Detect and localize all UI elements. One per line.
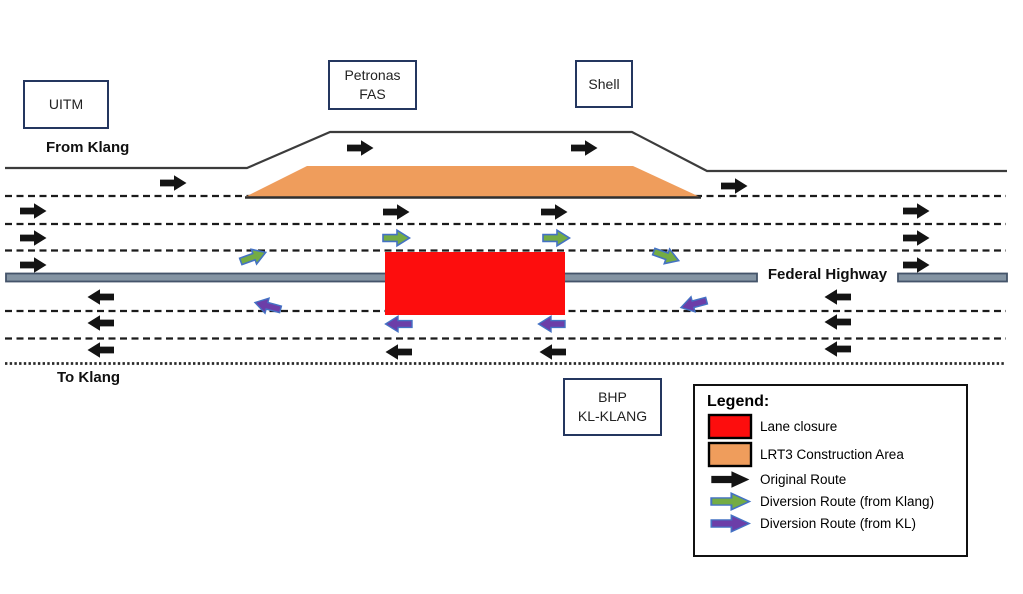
legend-item-diversion-kl: Diversion Route (from KL): [707, 513, 958, 534]
landmark-box-petronas-fas: Petronas FAS: [328, 60, 417, 110]
federal-highway-label: Federal Highway: [767, 266, 888, 283]
original-route-arrow: [347, 140, 374, 156]
purple-arrow-icon: [707, 513, 755, 534]
original-route-arrow: [903, 230, 930, 246]
lane-closure-swatch-icon: [707, 413, 755, 440]
landmark-label: Shell: [588, 75, 620, 92]
diversion-klang-arrow: [542, 229, 571, 247]
road-edge-top: [5, 130, 1007, 173]
original-route-arrow: [20, 230, 47, 246]
landmark-box-uitm: UITM: [23, 80, 109, 129]
original-route-arrow: [87, 342, 114, 358]
legend-item-label: Diversion Route (from Klang): [760, 494, 935, 509]
original-route-arrow: [539, 344, 566, 360]
original-route-arrow: [20, 257, 47, 273]
legend-item-label: Original Route: [760, 472, 847, 487]
landmark-label: Petronas: [344, 67, 401, 83]
legend-item-label: Lane closure: [760, 419, 838, 434]
median-barrier-right: [897, 272, 1008, 283]
original-route-arrow: [87, 315, 114, 331]
diversion-klang-arrow: [237, 244, 270, 270]
diversion-kl-arrow: [252, 294, 284, 318]
original-route-arrow: [824, 289, 851, 305]
original-route-arrow: [541, 204, 568, 220]
from-klang-label: From Klang: [46, 139, 130, 156]
landmark-label: BHP: [598, 389, 627, 405]
landmark-box-shell: Shell: [575, 60, 633, 108]
landmark-label: KL-KLANG: [577, 408, 648, 424]
legend-item-diversion-klang: Diversion Route (from Klang): [707, 491, 958, 512]
legend-item-lane-closure: Lane closure: [707, 413, 958, 440]
median-barrier-left: [5, 272, 758, 283]
diversion-klang-arrow: [650, 243, 683, 269]
landmark-label: UITM: [48, 96, 84, 112]
legend-item-label: LRT3 Construction Area: [760, 447, 904, 462]
original-route-arrow: [824, 314, 851, 330]
to-klang-label: To Klang: [57, 369, 121, 386]
original-route-arrow: [571, 140, 598, 156]
lane-closure-rect: [385, 252, 565, 315]
original-route-arrow: [160, 175, 187, 191]
original-route-arrow: [87, 289, 114, 305]
diversion-kl-arrow: [384, 315, 413, 333]
construction-area-swatch-icon: [707, 441, 755, 468]
landmark-label: FAS: [359, 86, 386, 102]
legend-box: Legend: Lane closure LRT3 Construction A…: [693, 384, 968, 557]
original-route-arrow: [903, 257, 930, 273]
legend-item-construction-area: LRT3 Construction Area: [707, 441, 958, 468]
legend-item-original-route: Original Route: [707, 469, 958, 490]
black-arrow-icon: [707, 469, 755, 490]
green-arrow-icon: [707, 491, 755, 512]
diversion-kl-arrow: [537, 315, 566, 333]
diversion-klang-arrow: [382, 229, 411, 247]
original-route-arrow: [903, 203, 930, 219]
construction-area: [245, 166, 700, 197]
original-route-arrow: [385, 344, 412, 360]
legend-title: Legend:: [707, 393, 770, 410]
original-route-arrow: [383, 204, 410, 220]
legend-item-label: Diversion Route (from KL): [760, 516, 917, 531]
original-route-arrow: [824, 341, 851, 357]
diversion-kl-arrow: [678, 292, 710, 316]
original-route-arrow: [721, 178, 748, 194]
landmark-box-bhp: BHP KL-KLANG: [563, 378, 662, 436]
original-route-arrow: [20, 203, 47, 219]
